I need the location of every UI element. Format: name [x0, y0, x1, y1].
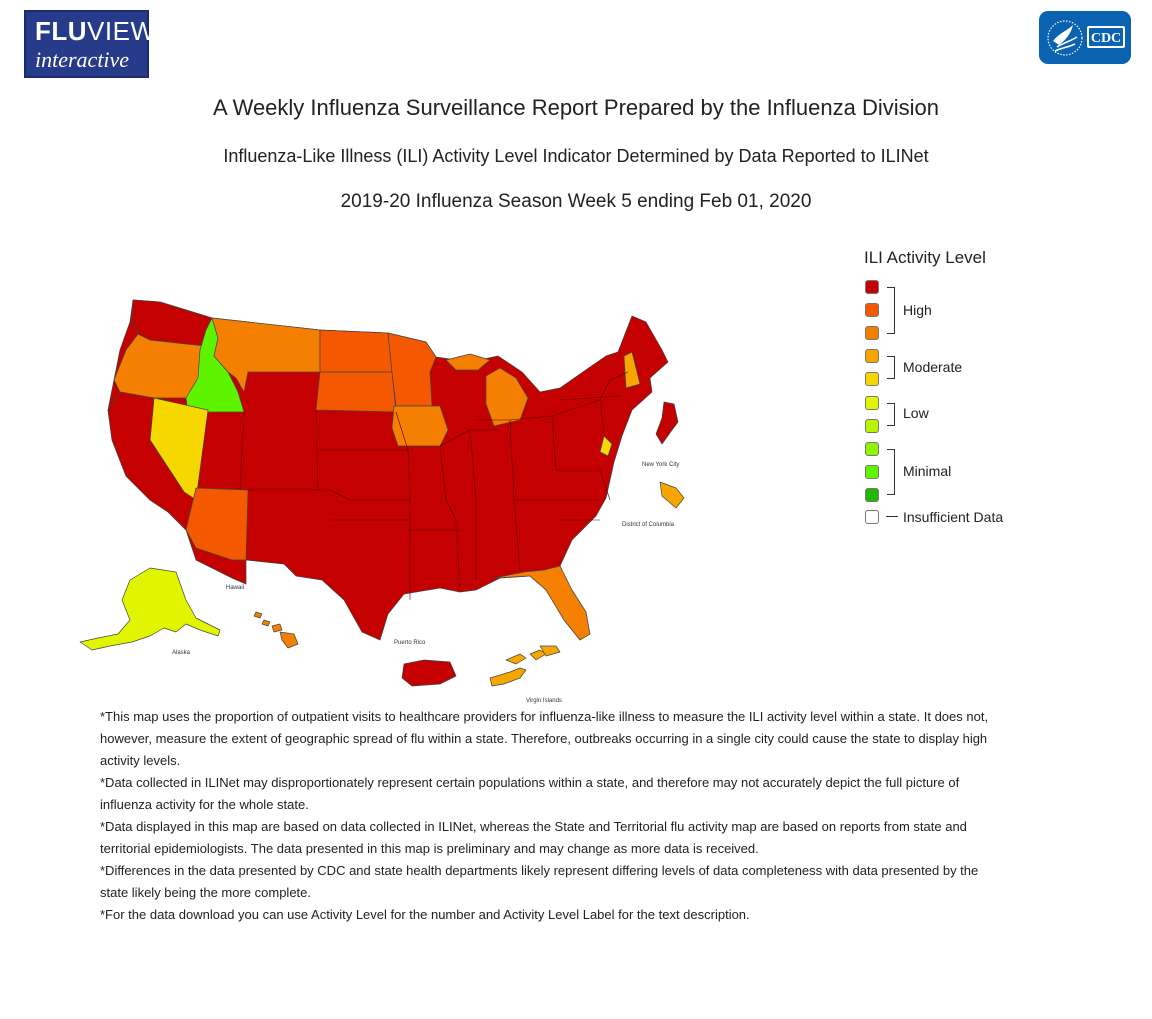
state-delaware[interactable]	[599, 435, 613, 457]
state-michigan[interactable]	[485, 367, 529, 427]
state-california[interactable]	[107, 391, 197, 531]
legend-swatch-moderate-1[interactable]	[865, 349, 879, 363]
label-alaska: Alaska	[172, 650, 191, 656]
report-subtitle: Influenza-Like Illness (ILI) Activity Le…	[223, 146, 929, 166]
report-title: A Weekly Influenza Surveillance Report P…	[213, 95, 939, 120]
label-virgin-islands: Virgin Islands	[526, 698, 562, 704]
legend-label-minimal: Minimal	[903, 463, 952, 479]
legend-swatch-insufficient-data[interactable]	[865, 510, 879, 524]
label-hawaii: Hawaii	[226, 585, 244, 591]
cdc-logo-text: CDC	[1091, 31, 1121, 46]
state-oregon[interactable]	[113, 333, 207, 399]
territory-puerto-rico[interactable]	[401, 659, 457, 687]
legend-label-low: Low	[903, 405, 929, 421]
state-south-dakota[interactable]	[315, 371, 397, 413]
footnote: *Differences in the data presented by CD…	[100, 863, 979, 900]
legend-title: ILI Activity Level	[864, 248, 986, 267]
label-district-of-columbia: District of Columbia	[622, 522, 675, 528]
legend-bracket-low	[887, 403, 895, 426]
state-alaska[interactable]	[79, 567, 221, 651]
footnote: *Data collected in ILINet may disproport…	[100, 775, 960, 812]
territory-virgin-islands[interactable]	[489, 645, 561, 687]
fluview-interactive-logo: FLUVIEW interactive	[24, 10, 155, 78]
legend-label-high: High	[903, 302, 932, 318]
legend-swatch-low-1[interactable]	[865, 396, 879, 410]
hhs-eagle-icon	[1047, 20, 1083, 56]
season-week-title: 2019-20 Influenza Season Week 5 ending F…	[340, 191, 812, 212]
city-new-york-city[interactable]	[655, 401, 679, 445]
legend-label-moderate: Moderate	[903, 359, 963, 375]
legend-swatch-minimal-3[interactable]	[865, 488, 879, 502]
fluview-logo-wordmark: FLUVIEW	[35, 16, 156, 46]
legend-label-insufficient-data: Insufficient Data	[903, 509, 1004, 525]
legend-swatch-high-2[interactable]	[865, 303, 879, 317]
legend-swatch-minimal-2[interactable]	[865, 465, 879, 479]
footnote: *Data displayed in this map are based on…	[100, 819, 967, 856]
state-borders	[239, 371, 629, 600]
fluview-logo-subtitle: interactive	[35, 47, 130, 72]
state-hawaii[interactable]	[253, 611, 299, 649]
label-new-york-city: New York City	[642, 462, 679, 468]
legend-swatch-high-3[interactable]	[865, 326, 879, 340]
ili-activity-map[interactable]: Hawaii Alaska Puerto Rico Virgin Islands…	[70, 290, 710, 710]
legend-swatch-high-1[interactable]	[865, 280, 879, 294]
cdc-logo: CDC	[1039, 11, 1131, 64]
footnote: *This map uses the proportion of outpati…	[100, 709, 989, 768]
legend-bracket-high	[887, 287, 895, 334]
state-new-hampshire[interactable]	[623, 351, 641, 389]
legend-swatch-moderate-2[interactable]	[865, 372, 879, 386]
legend-swatch-minimal-1[interactable]	[865, 442, 879, 456]
district-of-columbia[interactable]	[659, 481, 685, 509]
state-michigan-upper[interactable]	[445, 353, 491, 371]
state-florida[interactable]	[493, 565, 591, 641]
state-north-dakota[interactable]	[319, 329, 393, 373]
legend-line-insufficient	[886, 516, 898, 517]
legend-bracket-moderate	[887, 356, 895, 379]
legend-bracket-minimal	[887, 449, 895, 495]
label-puerto-rico: Puerto Rico	[394, 640, 426, 646]
ili-activity-legend: ILI Activity Level High Moderate Low Min…	[864, 248, 1084, 538]
state-minnesota[interactable]	[387, 332, 437, 407]
map-footnotes: *This map uses the proportion of outpati…	[100, 706, 1005, 926]
footnote: *For the data download you can use Activ…	[100, 907, 750, 922]
legend-swatch-low-2[interactable]	[865, 419, 879, 433]
